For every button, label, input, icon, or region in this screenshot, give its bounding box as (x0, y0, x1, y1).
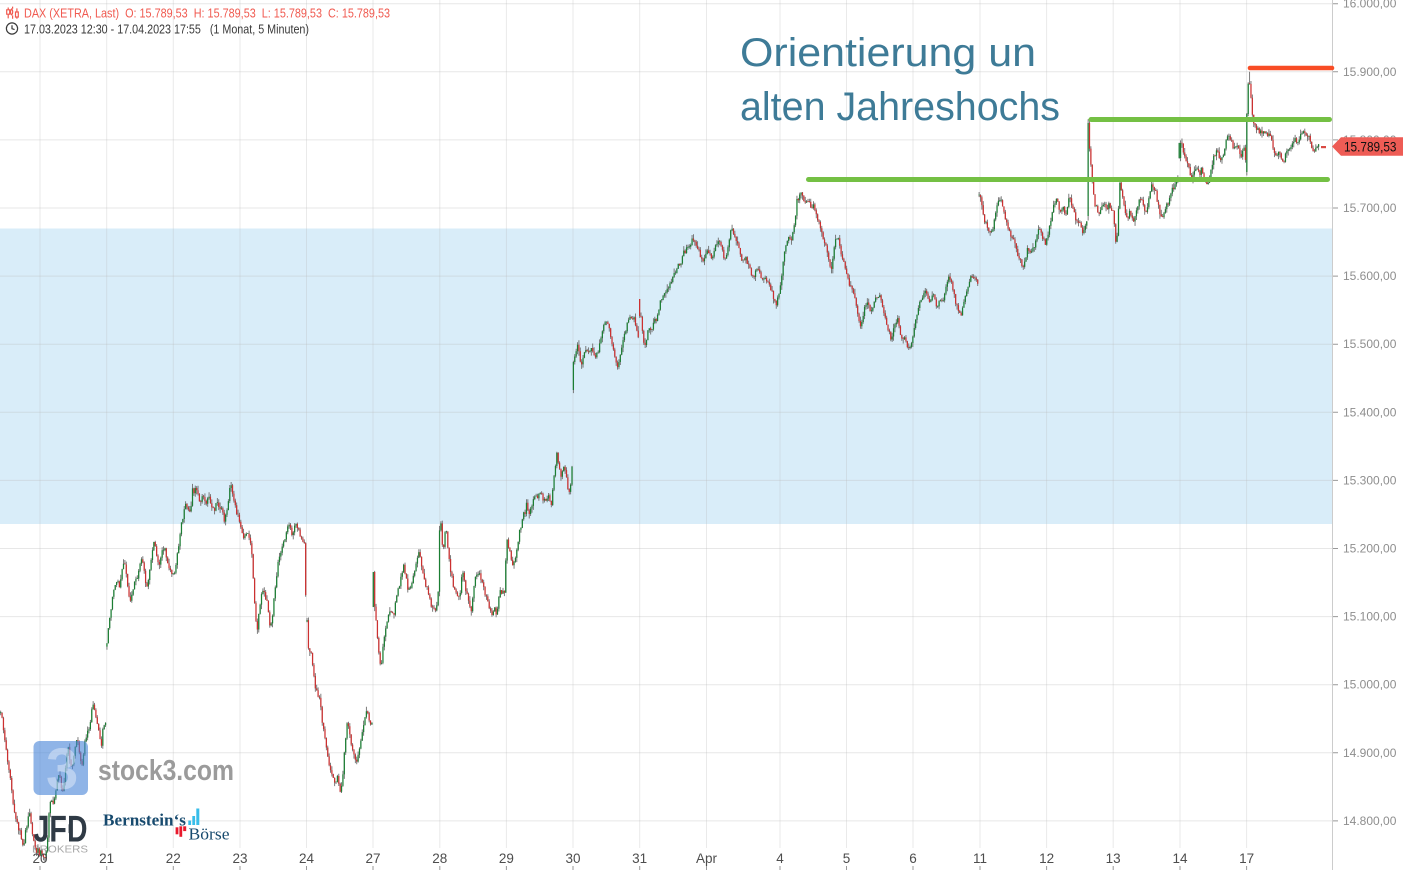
svg-text:21: 21 (99, 851, 114, 866)
svg-text:stock3.com: stock3.com (98, 755, 234, 787)
svg-text:5: 5 (843, 851, 851, 866)
svg-text:17: 17 (1239, 851, 1254, 866)
svg-text:Börse: Börse (189, 825, 230, 844)
svg-text:11: 11 (973, 851, 987, 866)
svg-text:4: 4 (776, 851, 784, 866)
svg-text:BROKERS: BROKERS (32, 845, 88, 856)
svg-text:15.100,00: 15.100,00 (1343, 610, 1397, 624)
svg-text:22: 22 (166, 851, 181, 866)
svg-text:JFD: JFD (34, 809, 88, 850)
svg-text:15.600,00: 15.600,00 (1343, 269, 1397, 283)
svg-text:15.700,00: 15.700,00 (1343, 201, 1397, 215)
svg-text:23: 23 (232, 851, 247, 866)
svg-text:DAX (XETRA, Last) O: 15.789,5: DAX (XETRA, Last) O: 15.789,53 H: 15.789… (24, 6, 390, 21)
svg-text:17.03.2023 12:30 - 17.04.2023: 17.03.2023 12:30 - 17.04.2023 17:55 (1 M… (24, 22, 309, 37)
svg-text:14.800,00: 14.800,00 (1343, 814, 1397, 828)
svg-text:15.789,53: 15.789,53 (1344, 140, 1397, 155)
svg-text:6: 6 (909, 851, 917, 866)
svg-text:3: 3 (46, 737, 78, 802)
svg-text:28: 28 (432, 851, 447, 866)
svg-text:15.200,00: 15.200,00 (1343, 542, 1397, 556)
svg-text:27: 27 (365, 851, 380, 866)
svg-text:30: 30 (565, 851, 580, 866)
svg-text:Bernstein‘s: Bernstein‘s (103, 811, 187, 830)
svg-text:12: 12 (1039, 851, 1054, 866)
svg-text:15.500,00: 15.500,00 (1343, 337, 1397, 351)
svg-text:31: 31 (632, 851, 647, 866)
svg-text:Apr: Apr (696, 851, 718, 866)
svg-text:20: 20 (32, 851, 47, 866)
svg-text:Orientierung un: Orientierung un (740, 31, 1036, 75)
svg-text:24: 24 (299, 851, 315, 866)
svg-text:15.400,00: 15.400,00 (1343, 405, 1397, 419)
svg-text:14: 14 (1172, 851, 1188, 866)
svg-text:alten Jahreshochs: alten Jahreshochs (740, 85, 1060, 129)
svg-text:13: 13 (1106, 851, 1121, 866)
svg-text:29: 29 (499, 851, 514, 866)
svg-text:16.000,00: 16.000,00 (1343, 0, 1397, 11)
svg-text:14.900,00: 14.900,00 (1343, 746, 1397, 760)
svg-text:15.900,00: 15.900,00 (1343, 65, 1397, 79)
svg-text:15.000,00: 15.000,00 (1343, 678, 1397, 692)
svg-text:15.300,00: 15.300,00 (1343, 473, 1397, 487)
